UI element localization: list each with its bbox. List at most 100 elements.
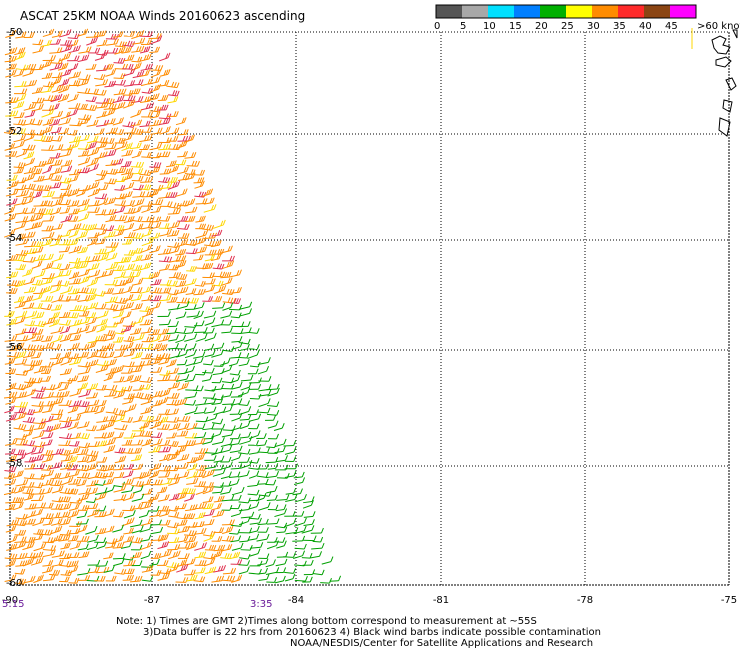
wind-barb xyxy=(41,173,54,181)
wind-barb xyxy=(96,184,109,191)
wind-barb xyxy=(105,358,117,367)
wind-barb xyxy=(58,199,71,206)
wind-barb xyxy=(248,343,260,350)
wind-barb xyxy=(23,151,35,160)
wind-barb xyxy=(132,384,145,391)
wind-barb xyxy=(31,311,45,320)
wind-barb xyxy=(76,536,90,542)
wind-barb xyxy=(229,433,241,440)
wind-barb xyxy=(76,511,88,519)
wind-barb xyxy=(204,278,216,285)
wind-barb xyxy=(221,390,233,398)
wind-barb xyxy=(31,86,43,95)
wind-barb xyxy=(166,359,177,368)
wind-barb xyxy=(50,38,61,45)
wind-barb xyxy=(150,127,163,135)
wind-barb xyxy=(67,375,79,382)
wind-barb xyxy=(114,215,128,222)
wind-barb xyxy=(103,333,116,342)
wind-barb xyxy=(68,271,80,280)
wind-barb xyxy=(158,328,170,335)
wind-barb xyxy=(40,368,52,374)
wind-barb xyxy=(78,575,91,581)
wind-barb xyxy=(222,288,235,295)
wind-barb xyxy=(141,87,153,94)
wind-barb xyxy=(77,156,91,166)
wind-barb xyxy=(131,198,145,208)
wind-barb xyxy=(40,304,53,311)
wind-barb xyxy=(60,44,73,53)
wind-barb xyxy=(76,204,90,213)
wind-barb xyxy=(22,416,35,424)
wind-barb xyxy=(75,188,87,197)
wind-barb xyxy=(3,487,17,496)
wind-barb xyxy=(249,517,262,525)
wind-barb xyxy=(184,391,198,399)
wind-barb xyxy=(247,349,260,359)
wind-barb xyxy=(76,78,90,87)
wind-barb xyxy=(40,465,52,471)
wind-barb xyxy=(78,324,90,333)
wind-barb xyxy=(5,503,16,511)
wind-barb xyxy=(204,448,218,454)
wind-barb xyxy=(240,420,251,430)
wind-barb xyxy=(248,447,261,455)
wind-barb xyxy=(211,575,225,583)
wind-barb xyxy=(140,221,154,230)
wind-barb xyxy=(184,399,196,406)
wind-barb xyxy=(59,263,71,271)
wind-barb xyxy=(77,88,91,95)
wind-barb xyxy=(177,542,191,549)
wind-barb xyxy=(5,497,19,504)
wind-barb xyxy=(122,63,134,70)
wind-barb xyxy=(58,311,71,319)
wind-barb xyxy=(240,374,254,382)
wind-barb xyxy=(123,509,136,519)
wind-barb xyxy=(94,193,108,200)
wind-barb xyxy=(13,134,27,143)
wind-barb xyxy=(84,462,98,472)
wind-barb xyxy=(121,385,133,392)
wind-barb xyxy=(40,85,53,93)
wind-barb xyxy=(283,440,297,447)
wind-barb xyxy=(203,397,217,405)
wind-barb xyxy=(60,454,73,462)
wind-barb xyxy=(77,382,89,390)
wind-barb xyxy=(60,184,72,190)
wind-barb xyxy=(130,551,142,559)
scale-tick-label: 45 xyxy=(665,21,678,32)
wind-barb xyxy=(31,344,45,352)
wind-barb xyxy=(122,492,135,502)
scale-swatch xyxy=(514,5,540,18)
wind-barb xyxy=(51,294,64,303)
wind-barb xyxy=(33,269,46,278)
wind-barb xyxy=(24,320,36,327)
wind-barb xyxy=(31,119,43,126)
wind-barb xyxy=(58,383,70,391)
wind-barb xyxy=(14,279,26,288)
wind-barb xyxy=(113,494,127,501)
wind-barb xyxy=(265,471,279,479)
wind-barb xyxy=(176,563,189,573)
wind-barb xyxy=(4,357,16,365)
wind-barb xyxy=(204,455,217,461)
wind-barb xyxy=(86,293,97,302)
wind-barb xyxy=(267,463,279,470)
wind-barb xyxy=(220,319,233,326)
wind-barb xyxy=(67,535,79,542)
speed-unit-label: >60 knots xyxy=(697,21,740,32)
wind-barb xyxy=(158,505,170,512)
wind-barb xyxy=(220,552,233,560)
wind-barb xyxy=(48,311,60,320)
wind-barb xyxy=(193,527,207,535)
wind-barb xyxy=(176,349,189,358)
wind-barb xyxy=(166,280,178,287)
wind-barb xyxy=(204,461,218,470)
wind-barb xyxy=(132,485,144,494)
wind-barb xyxy=(168,272,181,279)
wind-barb xyxy=(157,446,172,453)
wind-barb xyxy=(167,321,179,328)
wind-barb xyxy=(23,32,35,38)
wind-barb xyxy=(231,336,243,343)
wind-barb xyxy=(85,425,97,432)
